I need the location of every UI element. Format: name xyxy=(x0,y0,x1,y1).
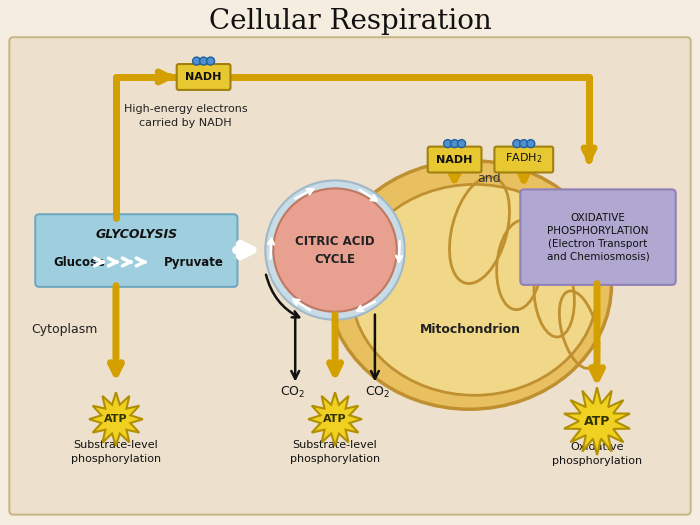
Text: High-energy electrons
carried by NADH: High-energy electrons carried by NADH xyxy=(124,104,248,128)
FancyBboxPatch shape xyxy=(520,190,676,285)
FancyBboxPatch shape xyxy=(35,214,237,287)
Circle shape xyxy=(265,181,405,320)
Polygon shape xyxy=(308,392,362,446)
Circle shape xyxy=(513,140,521,148)
Text: $\mathrm{CO_2}$: $\mathrm{CO_2}$ xyxy=(365,385,391,400)
Circle shape xyxy=(520,140,528,148)
Text: Substrate-level
phosphorylation: Substrate-level phosphorylation xyxy=(290,440,380,464)
Text: $\mathrm{FADH_2}$: $\mathrm{FADH_2}$ xyxy=(505,152,542,165)
FancyBboxPatch shape xyxy=(176,64,230,90)
Circle shape xyxy=(444,140,452,148)
Ellipse shape xyxy=(328,161,612,409)
Circle shape xyxy=(527,140,535,148)
Text: $\mathrm{CO_2}$: $\mathrm{CO_2}$ xyxy=(279,385,305,400)
Circle shape xyxy=(199,57,208,65)
Circle shape xyxy=(206,57,214,65)
Text: Cellular Respiration: Cellular Respiration xyxy=(209,8,491,35)
Text: Pyruvate: Pyruvate xyxy=(164,256,223,268)
Circle shape xyxy=(451,140,458,148)
Text: Oxidative
phosphorylation: Oxidative phosphorylation xyxy=(552,443,642,466)
Circle shape xyxy=(193,57,201,65)
Circle shape xyxy=(458,140,466,148)
Text: Glucose: Glucose xyxy=(53,256,105,268)
FancyBboxPatch shape xyxy=(428,146,482,173)
Text: CITRIC ACID
CYCLE: CITRIC ACID CYCLE xyxy=(295,235,375,266)
Polygon shape xyxy=(564,387,630,455)
Text: NADH: NADH xyxy=(186,72,222,82)
Ellipse shape xyxy=(351,184,598,395)
Text: OXIDATIVE
PHOSPHORYLATION
(Electron Transport
and Chemiosmosis): OXIDATIVE PHOSPHORYLATION (Electron Tran… xyxy=(547,213,650,261)
Text: Mitochondrion: Mitochondrion xyxy=(420,323,521,336)
Text: ATP: ATP xyxy=(584,415,610,428)
Text: NADH: NADH xyxy=(436,154,473,164)
Text: and: and xyxy=(477,172,501,185)
Text: Cytoplasm: Cytoplasm xyxy=(32,323,97,336)
Polygon shape xyxy=(89,392,143,446)
FancyBboxPatch shape xyxy=(494,146,553,173)
Text: ATP: ATP xyxy=(323,414,347,424)
Text: GLYCOLYSIS: GLYCOLYSIS xyxy=(95,228,177,240)
Text: Substrate-level
phosphorylation: Substrate-level phosphorylation xyxy=(71,440,161,464)
Circle shape xyxy=(273,188,397,312)
FancyBboxPatch shape xyxy=(9,37,691,514)
Text: ATP: ATP xyxy=(104,414,127,424)
